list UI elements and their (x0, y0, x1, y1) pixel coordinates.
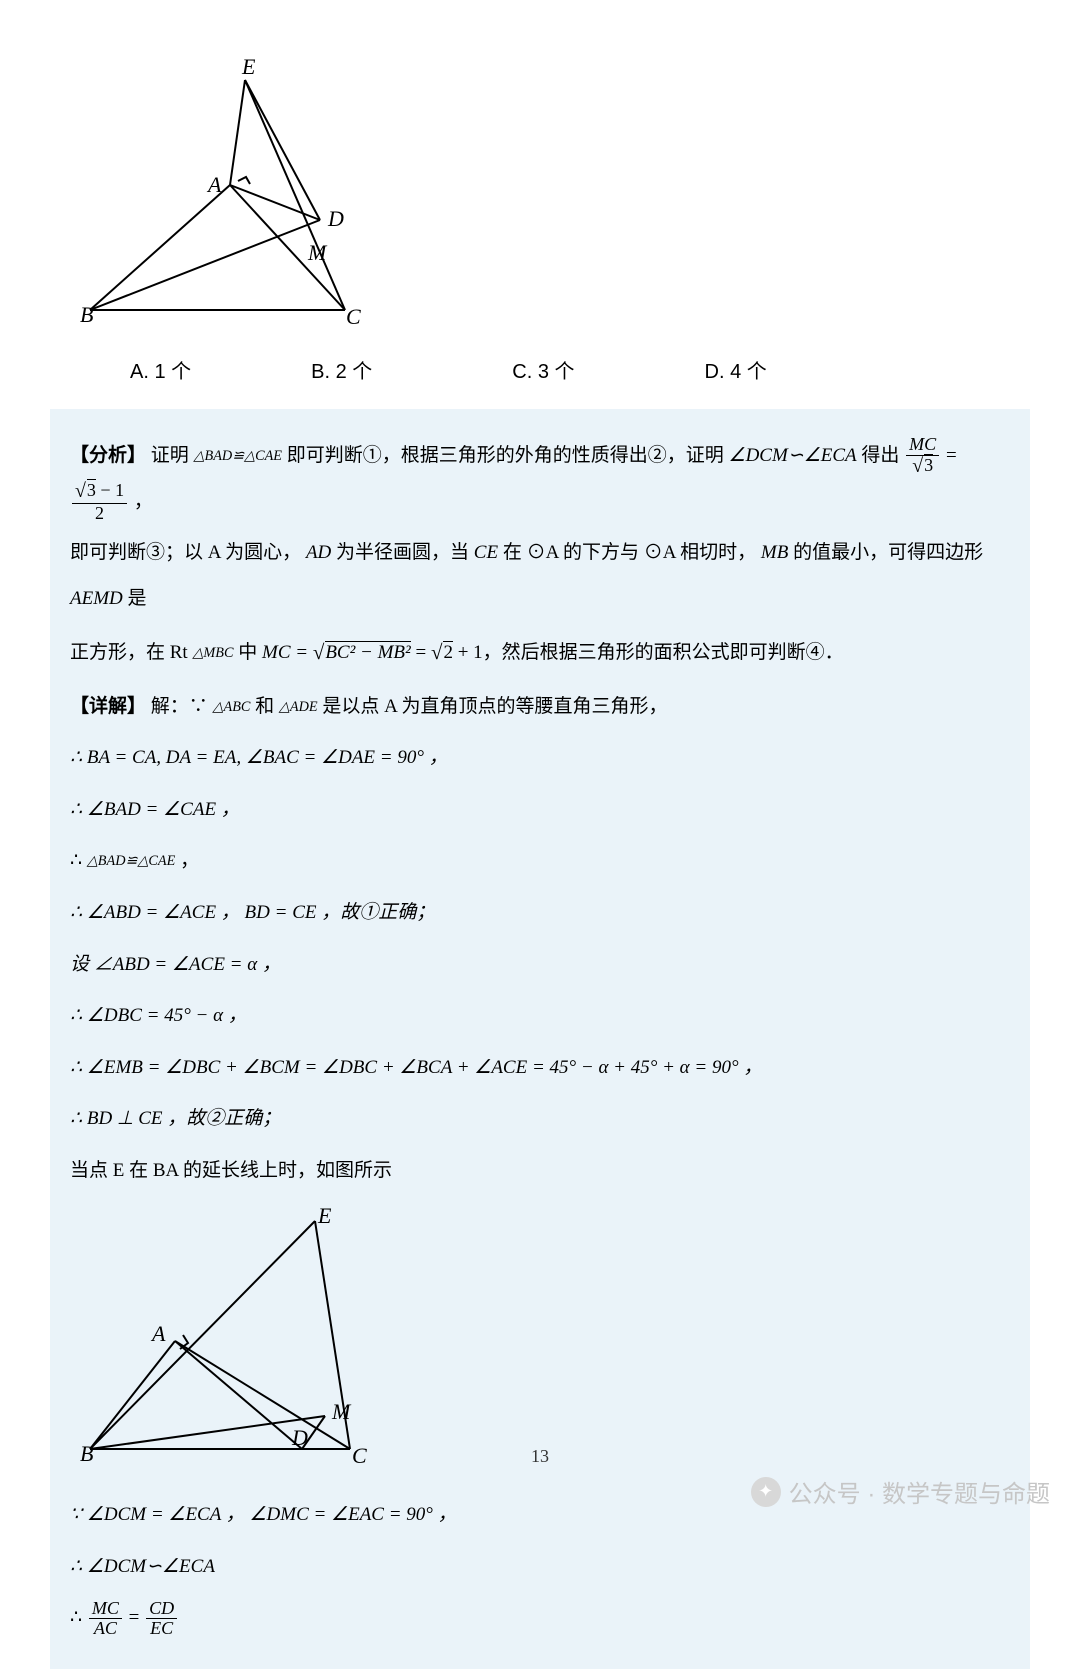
eq-sign: = (946, 445, 957, 466)
label-E: E (241, 54, 256, 79)
label-A: A (206, 172, 222, 197)
analysis-tri1: △BAD≌△CAE (194, 448, 282, 464)
detail-label: 【详解】 (70, 696, 146, 717)
analysis-frac1: MC 3 (906, 435, 939, 478)
figure-1: E A D M B C (80, 50, 1030, 335)
option-b: B. 2 个 (311, 355, 372, 384)
wechat-icon: ✦ (751, 1477, 781, 1507)
f2-label-E: E (317, 1203, 332, 1228)
detail-line-3: ∴ ∠BAD = ∠CAE ， (70, 787, 1010, 833)
analysis-line-3: 正方形，在 Rt △MBC 中 MC = BC² − MB² = 2 + 1，然… (70, 627, 1010, 677)
label-M: M (307, 240, 328, 265)
analysis-label: 【分析】 (70, 445, 146, 466)
option-d: D. 4 个 (705, 355, 767, 384)
detail-line-2: ∴ BA = CA, DA = EA, ∠BAC = ∠DAE = 90° ， (70, 735, 1010, 781)
watermark-text: 公众号 · 数学专题与命题 (789, 1474, 1050, 1509)
answer-options: A. 1 个 B. 2 个 C. 3 个 D. 4 个 (130, 355, 1030, 384)
analysis-t1: 证明 (151, 445, 189, 466)
figure-2: E A M D B C (80, 1201, 1010, 1484)
option-a: A. 1 个 (130, 355, 191, 384)
frac2-num: 3 − 1 (72, 481, 127, 504)
f2-label-A: A (150, 1321, 166, 1346)
triangle-diagram-1: E A D M B C (80, 50, 370, 330)
triangle-diagram-2: E A M D B C (80, 1201, 370, 1466)
analysis-frac2: 3 − 1 2 (72, 481, 127, 524)
watermark: ✦ 公众号 · 数学专题与命题 (751, 1474, 1050, 1509)
analysis-line-1: 【分析】 证明 △BAD≌△CAE 即可判断①，根据三角形的外角的性质得出②，证… (70, 433, 1010, 524)
option-c: C. 3 个 (512, 355, 574, 384)
detail-line-6: 设 ∠ABD = ∠ACE = α ， (70, 942, 1010, 988)
label-D: D (327, 206, 344, 231)
label-C: C (346, 304, 361, 329)
detail-line-8: ∴ ∠EMB = ∠DBC + ∠BCM = ∠DBC + ∠BCA + ∠AC… (70, 1045, 1010, 1091)
analysis-t2: 即可判断①，根据三角形的外角的性质得出②，证明 (287, 445, 729, 466)
frac2-den: 2 (72, 504, 127, 524)
detail-line-4: ∴ △BAD≌△CAE ， (70, 838, 1010, 884)
detail-line-10: 当点 E 在 BA 的延长线上时，如图所示 (70, 1148, 1010, 1194)
analysis-line-2: 即可判断③；以 A 为圆心， AD 为半径画圆，当 CE 在 ⊙A 的下方与 ⊙… (70, 530, 1010, 621)
page-number: 13 (0, 1446, 1080, 1467)
detail-line-12: ∴ ∠DCM∽∠ECA (70, 1544, 1010, 1590)
analysis-t3: 得出 (861, 445, 904, 466)
detail-line-1: 【详解】 解：∵ △ABC 和 △ADE 是以点 A 为直角顶点的等腰直角三角形… (70, 684, 1010, 730)
detail-line-7: ∴ ∠DBC = 45° − α ， (70, 993, 1010, 1039)
analysis-sim: ∠DCM∽∠ECA (729, 445, 857, 466)
detail-line-9: ∴ BD ⊥ CE ，故②正确； (70, 1096, 1010, 1142)
frac1-num: MC (906, 435, 939, 456)
f2-label-M: M (331, 1399, 352, 1424)
detail-line-5: ∴ ∠ABD = ∠ACE ， BD = CE ，故①正确； (70, 890, 1010, 936)
frac1-den: 3 (906, 456, 939, 478)
detail-line-13: ∴ MC AC = CD EC (70, 1595, 1010, 1641)
label-B: B (80, 302, 93, 327)
d13-frac2: CD EC (146, 1599, 177, 1640)
d13-frac1: MC AC (89, 1599, 122, 1640)
analysis-t4: ， (134, 491, 153, 512)
